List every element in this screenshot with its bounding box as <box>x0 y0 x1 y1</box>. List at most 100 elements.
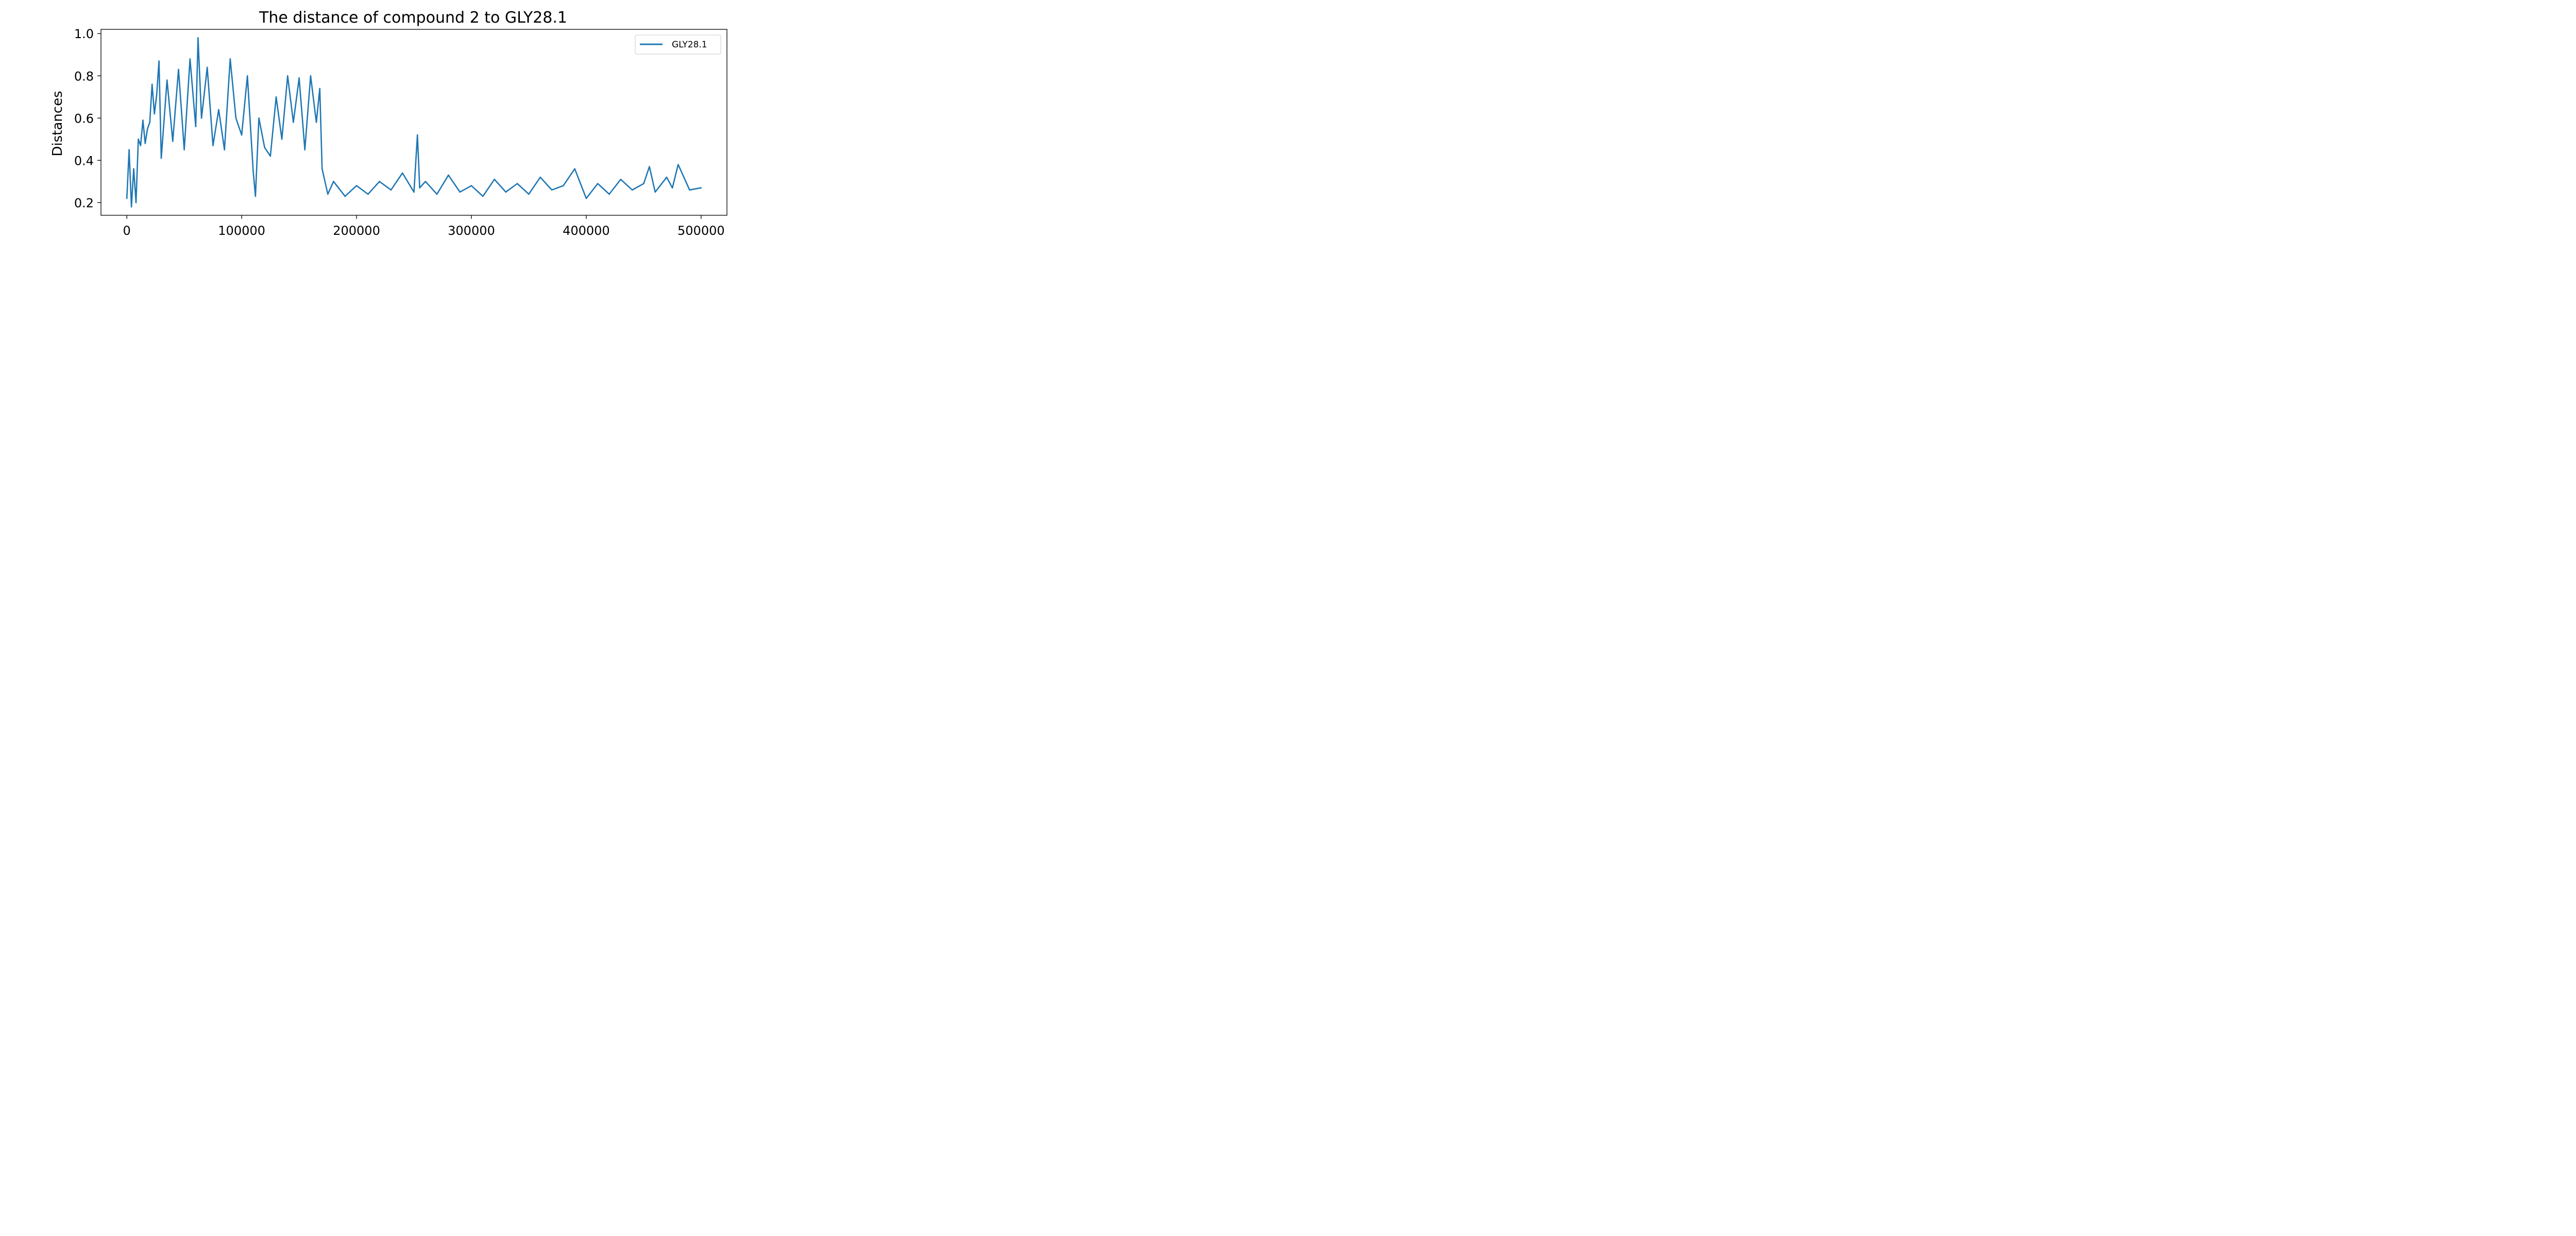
data-point <box>135 202 137 203</box>
data-point <box>138 139 139 140</box>
data-point <box>505 191 507 193</box>
data-point <box>597 183 599 184</box>
data-point <box>671 187 673 189</box>
data-point <box>218 109 219 111</box>
data-point <box>142 119 144 121</box>
series-layer <box>126 37 702 208</box>
data-point <box>126 197 128 199</box>
x-tick-label: 0 <box>123 224 131 238</box>
data-point <box>264 147 265 149</box>
data-point <box>166 79 168 81</box>
data-point <box>195 126 197 127</box>
data-point <box>206 66 208 68</box>
x-axis: 0 100000 200000 300000 400000 500000 <box>123 215 725 238</box>
data-point <box>516 183 518 184</box>
data-point <box>367 193 369 195</box>
data-point <box>154 113 156 115</box>
data-point <box>281 139 283 140</box>
data-point <box>333 181 334 182</box>
data-point <box>413 191 415 193</box>
legend-label-gly28-1: GLY28.1 <box>672 40 707 50</box>
data-point <box>319 88 320 90</box>
data-point <box>235 117 237 119</box>
chart: The distance of compound 2 to GLY28.1 Di… <box>50 9 727 238</box>
data-point <box>654 191 656 193</box>
data-point <box>459 191 461 193</box>
data-point <box>183 149 185 151</box>
data-point <box>327 193 329 195</box>
x-tick-label: 500000 <box>677 224 725 238</box>
data-point <box>416 134 418 136</box>
data-point <box>649 166 650 167</box>
data-point <box>275 96 277 98</box>
data-point <box>315 122 317 123</box>
data-point <box>147 128 148 130</box>
y-axis-label: Distances <box>50 91 65 156</box>
data-point <box>631 189 633 191</box>
data-point <box>482 195 484 197</box>
data-point <box>189 58 191 60</box>
data-point <box>255 195 257 197</box>
data-point <box>224 149 226 151</box>
y-axis: 0.2 0.4 0.6 0.8 1.0 <box>74 27 101 210</box>
data-point <box>310 75 312 77</box>
data-point <box>390 189 392 191</box>
data-point <box>436 193 438 195</box>
data-point <box>258 117 260 119</box>
data-point <box>425 181 427 182</box>
data-point <box>344 195 346 197</box>
data-point <box>321 168 323 170</box>
axes-frame <box>100 29 727 216</box>
data-point <box>528 193 530 195</box>
data-point <box>401 172 403 174</box>
x-tick-label: 200000 <box>333 224 380 238</box>
y-tick-label: 0.4 <box>74 153 94 168</box>
data-point <box>608 193 610 195</box>
data-point <box>574 168 575 170</box>
data-point <box>677 164 679 165</box>
data-point <box>252 170 254 172</box>
chart-title: The distance of compound 2 to GLY28.1 <box>259 9 567 27</box>
legend: GLY28.1 <box>635 35 721 55</box>
y-tick-label: 1.0 <box>74 27 94 41</box>
data-point <box>128 149 130 151</box>
data-point <box>269 155 272 157</box>
data-point <box>130 206 132 208</box>
data-point <box>197 37 199 39</box>
data-point <box>470 185 472 186</box>
x-tick-label: 400000 <box>563 224 610 238</box>
data-point <box>158 60 160 62</box>
data-point <box>494 179 495 180</box>
data-point <box>144 143 146 144</box>
x-tick-label: 100000 <box>218 224 265 238</box>
data-point <box>355 185 358 186</box>
data-point <box>200 117 202 119</box>
data-point <box>448 174 449 176</box>
data-point <box>287 75 289 77</box>
data-point <box>379 181 380 182</box>
data-point <box>178 68 179 71</box>
data-point <box>585 197 587 199</box>
data-point <box>293 122 294 123</box>
data-point <box>156 94 158 96</box>
data-point <box>551 189 553 191</box>
data-point <box>246 75 248 77</box>
data-point <box>298 77 300 79</box>
data-point <box>133 168 134 170</box>
y-tick-label: 0.6 <box>74 111 94 126</box>
data-point <box>304 149 306 151</box>
data-point <box>539 176 541 178</box>
data-point <box>643 183 645 184</box>
data-point <box>212 145 214 146</box>
legend-box <box>635 35 721 55</box>
data-point <box>160 157 162 159</box>
data-point <box>151 83 153 85</box>
data-point <box>140 145 142 146</box>
data-point <box>620 179 622 180</box>
data-point <box>419 187 420 189</box>
data-point <box>666 176 668 178</box>
data-point <box>241 134 243 136</box>
y-tick-label: 0.2 <box>74 196 94 210</box>
data-point <box>149 122 151 123</box>
x-tick-label: 300000 <box>448 224 495 238</box>
